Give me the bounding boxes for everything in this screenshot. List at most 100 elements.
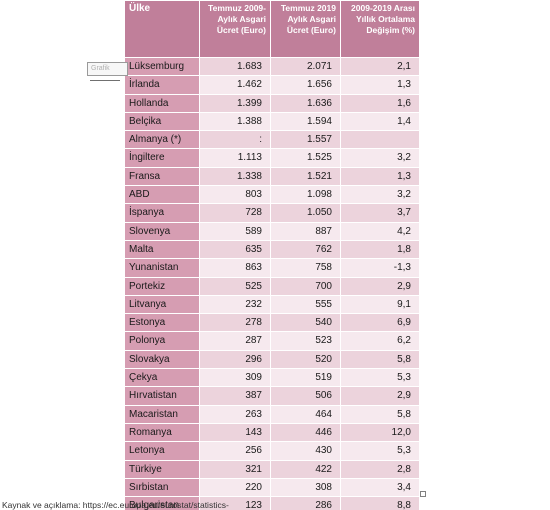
- table-row: Hırvatistan 387 506 2,9: [124, 386, 420, 406]
- country-cell: Estonya: [124, 313, 200, 333]
- wage-2019-cell: 700: [270, 276, 341, 296]
- country-cell: Hollanda: [124, 93, 200, 113]
- wage-2009-cell: 278: [199, 313, 271, 333]
- table-row: Letonya 256 430 5,3: [124, 441, 420, 461]
- table-row: Hollanda 1.399 1.636 1,6: [124, 93, 420, 113]
- resize-handle[interactable]: [420, 491, 426, 497]
- table-row: Slovakya 296 520 5,8: [124, 349, 420, 370]
- table-row: Belçika 1.388 1.594 1,4: [124, 111, 420, 132]
- table-row: Çekya 309 519 5,3: [124, 368, 420, 388]
- wage-2009-cell: 296: [199, 349, 271, 370]
- table-body: Lüksemburg 1.683 2.071 2,1 İrlanda 1.462 1.656…: [124, 56, 420, 510]
- annual-change-cell: [340, 130, 420, 150]
- wage-2019-cell: 523: [270, 331, 341, 351]
- annual-change-cell: 12,0: [340, 422, 420, 443]
- country-cell: Slovenya: [124, 221, 200, 241]
- country-cell: Portekiz: [124, 276, 200, 296]
- country-cell: İspanya: [124, 203, 200, 223]
- column-header-wage-2009: Temmuz 2009-Aylık Asgari Ücret (Euro): [199, 0, 271, 58]
- annual-change-cell: 5,8: [340, 349, 420, 370]
- table-row: Slovenya 589 887 4,2: [124, 221, 420, 241]
- table-row: İngiltere 1.113 1.525 3,2: [124, 148, 420, 168]
- wage-2009-cell: 387: [199, 386, 271, 406]
- wage-2009-cell: 1.399: [199, 93, 271, 113]
- table-row: Macaristan 263 464 5,8: [124, 404, 420, 424]
- country-cell: Belçika: [124, 111, 200, 132]
- chart-tag-connector-line: [90, 80, 120, 81]
- annual-change-cell: 3,2: [340, 148, 420, 168]
- wage-2019-cell: 286: [270, 496, 341, 510]
- wage-2019-cell: 1.594: [270, 111, 341, 132]
- wage-2019-cell: 1.557: [270, 130, 341, 150]
- annual-change-cell: 5,3: [340, 368, 420, 388]
- source-footnote: Kaynak ve açıklama: https://ec.europa.eu…: [2, 500, 229, 510]
- wage-2009-cell: 1.388: [199, 111, 271, 132]
- annual-change-cell: 2,8: [340, 459, 420, 479]
- annual-change-cell: 1,4: [340, 111, 420, 132]
- annual-change-cell: 5,3: [340, 441, 420, 461]
- table-row: Estonya 278 540 6,9: [124, 313, 420, 333]
- annual-change-cell: -1,3: [340, 258, 420, 278]
- wage-2019-cell: 758: [270, 258, 341, 278]
- wage-2019-cell: 464: [270, 404, 341, 424]
- table-row: Portekiz 525 700 2,9: [124, 276, 420, 296]
- annual-change-cell: 2,1: [340, 56, 420, 77]
- table-row: Fransa 1.338 1.521 1,3: [124, 166, 420, 187]
- wage-2019-cell: 1.636: [270, 93, 341, 113]
- annual-change-cell: 1,6: [340, 93, 420, 113]
- wage-2009-cell: 123: [199, 496, 271, 510]
- annual-change-cell: 2,9: [340, 386, 420, 406]
- table-row: İrlanda 1.462 1.656 1,3: [124, 75, 420, 95]
- country-cell: Bulgaristan: [124, 496, 200, 510]
- wage-2009-cell: 287: [199, 331, 271, 351]
- column-header-wage-2019: Temmuz 2019 Aylık Asgari Ücret (Euro): [270, 0, 341, 58]
- annual-change-cell: 1,3: [340, 75, 420, 95]
- wage-2009-cell: 635: [199, 239, 271, 260]
- annual-change-cell: 6,9: [340, 313, 420, 333]
- table-row: Litvanya 232 555 9,1: [124, 294, 420, 315]
- country-cell: Fransa: [124, 166, 200, 187]
- wage-2019-cell: 422: [270, 459, 341, 479]
- wage-2019-cell: 2.071: [270, 56, 341, 77]
- minimum-wage-table-container: Ülke Temmuz 2009-Aylık Asgari Ücret (Eur…: [124, 0, 420, 510]
- chart-tooltip-tag: Grafik: [87, 62, 128, 76]
- wage-2019-cell: 540: [270, 313, 341, 333]
- annual-change-cell: 5,8: [340, 404, 420, 424]
- table-row: Romanya 143 446 12,0: [124, 422, 420, 443]
- wage-2009-cell: 309: [199, 368, 271, 388]
- wage-2009-cell: 525: [199, 276, 271, 296]
- wage-2019-cell: 520: [270, 349, 341, 370]
- wage-2009-cell: :: [199, 130, 271, 150]
- annual-change-cell: 6,2: [340, 331, 420, 351]
- wage-2009-cell: 143: [199, 422, 271, 443]
- wage-2009-cell: 1.338: [199, 166, 271, 187]
- table-row: Yunanistan 863 758 -1,3: [124, 258, 420, 278]
- wage-2009-cell: 589: [199, 221, 271, 241]
- table-row: Lüksemburg 1.683 2.071 2,1: [124, 56, 420, 77]
- table-row: İspanya 728 1.050 3,7: [124, 203, 420, 223]
- wage-2019-cell: 555: [270, 294, 341, 315]
- country-cell: Slovakya: [124, 349, 200, 370]
- wage-2009-cell: 803: [199, 185, 271, 205]
- wage-2019-cell: 1.525: [270, 148, 341, 168]
- annual-change-cell: 8,8: [340, 496, 420, 510]
- wage-2009-cell: 1.113: [199, 148, 271, 168]
- annual-change-cell: 3,4: [340, 477, 420, 498]
- wage-2019-cell: 1.656: [270, 75, 341, 95]
- wage-2019-cell: 519: [270, 368, 341, 388]
- country-cell: Türkiye: [124, 459, 200, 479]
- annual-change-cell: 2,9: [340, 276, 420, 296]
- annual-change-cell: 1,8: [340, 239, 420, 260]
- column-header-annual-change: 2009-2019 Arası Yıllık Ortalama Değişim …: [340, 0, 420, 58]
- wage-2019-cell: 446: [270, 422, 341, 443]
- table-row: Sırbistan 220 308 3,4: [124, 477, 420, 498]
- country-cell: Malta: [124, 239, 200, 260]
- table-header-row: Ülke Temmuz 2009-Aylık Asgari Ücret (Eur…: [124, 0, 420, 58]
- country-cell: Lüksemburg: [124, 56, 200, 77]
- annual-change-cell: 1,3: [340, 166, 420, 187]
- wage-2019-cell: 1.521: [270, 166, 341, 187]
- country-cell: Çekya: [124, 368, 200, 388]
- wage-2019-cell: 1.098: [270, 185, 341, 205]
- country-cell: Almanya (*): [124, 130, 200, 150]
- minimum-wage-table: Ülke Temmuz 2009-Aylık Asgari Ücret (Eur…: [124, 0, 420, 510]
